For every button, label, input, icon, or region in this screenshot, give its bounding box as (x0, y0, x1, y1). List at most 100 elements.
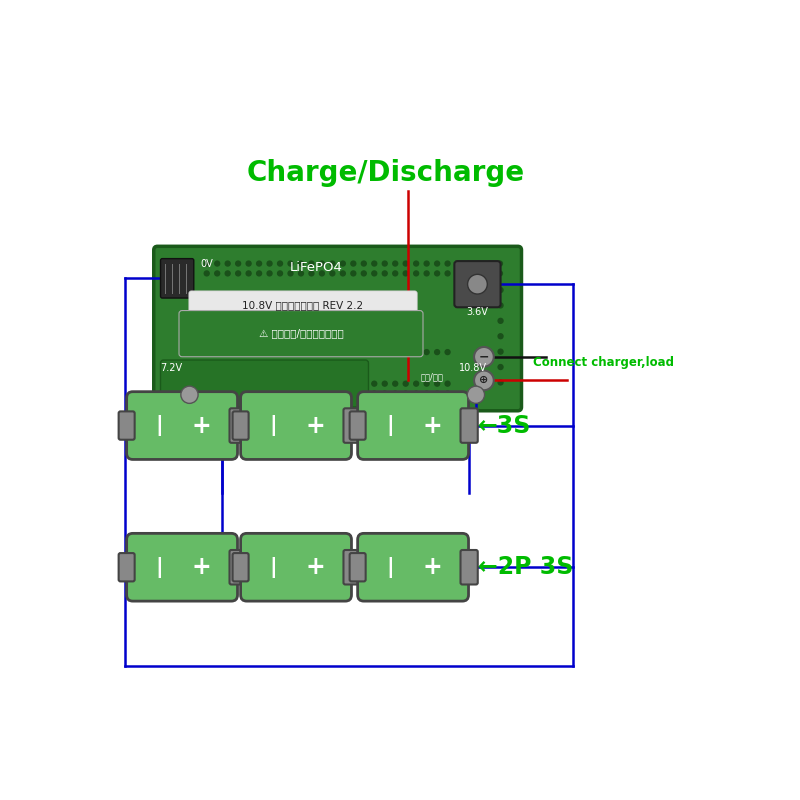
Circle shape (372, 391, 377, 396)
Circle shape (393, 350, 398, 354)
FancyBboxPatch shape (233, 553, 249, 582)
Circle shape (319, 391, 324, 396)
Text: 充电/放电: 充电/放电 (421, 373, 444, 382)
Text: |: | (270, 415, 277, 436)
Circle shape (414, 391, 418, 396)
Circle shape (340, 391, 346, 396)
Text: ⊕: ⊕ (479, 375, 489, 386)
FancyBboxPatch shape (358, 392, 469, 459)
FancyBboxPatch shape (161, 258, 194, 298)
Circle shape (278, 271, 282, 276)
Circle shape (278, 261, 282, 266)
Circle shape (434, 350, 439, 354)
Text: |: | (270, 557, 277, 578)
Circle shape (414, 350, 418, 354)
Circle shape (298, 391, 303, 396)
Circle shape (498, 303, 503, 308)
Circle shape (236, 271, 241, 276)
Text: |: | (386, 415, 394, 436)
Circle shape (474, 370, 494, 390)
Text: |: | (155, 415, 163, 436)
FancyBboxPatch shape (350, 411, 366, 440)
Circle shape (393, 271, 398, 276)
Circle shape (236, 382, 241, 386)
Circle shape (330, 350, 335, 354)
Text: 3.6V: 3.6V (466, 307, 488, 318)
Circle shape (466, 261, 471, 266)
Text: +: + (306, 414, 326, 438)
Text: +: + (423, 555, 442, 579)
Circle shape (309, 382, 314, 386)
Circle shape (319, 350, 324, 354)
Circle shape (414, 271, 418, 276)
Circle shape (498, 365, 503, 370)
Circle shape (278, 350, 282, 354)
Circle shape (214, 391, 220, 396)
Circle shape (340, 271, 346, 276)
Circle shape (351, 382, 356, 386)
Circle shape (298, 261, 303, 266)
FancyBboxPatch shape (179, 310, 423, 357)
Text: −: − (478, 350, 489, 363)
Circle shape (214, 382, 220, 386)
Circle shape (340, 382, 346, 386)
Circle shape (403, 261, 408, 266)
FancyBboxPatch shape (454, 261, 501, 307)
Circle shape (267, 350, 272, 354)
Circle shape (340, 350, 346, 354)
Circle shape (257, 382, 262, 386)
Circle shape (382, 261, 387, 266)
Circle shape (414, 261, 418, 266)
FancyBboxPatch shape (230, 408, 246, 443)
Circle shape (298, 271, 303, 276)
FancyBboxPatch shape (189, 291, 418, 319)
Circle shape (434, 391, 439, 396)
Circle shape (257, 350, 262, 354)
Circle shape (267, 261, 272, 266)
Circle shape (362, 391, 366, 396)
Circle shape (372, 261, 377, 266)
FancyBboxPatch shape (230, 550, 246, 585)
Circle shape (319, 382, 324, 386)
Circle shape (330, 391, 335, 396)
Circle shape (246, 382, 251, 386)
Circle shape (214, 350, 220, 354)
FancyBboxPatch shape (343, 408, 361, 443)
Circle shape (226, 261, 230, 266)
Circle shape (298, 382, 303, 386)
Circle shape (393, 391, 398, 396)
Circle shape (351, 391, 356, 396)
FancyBboxPatch shape (154, 246, 522, 410)
Circle shape (424, 382, 429, 386)
Circle shape (236, 350, 241, 354)
Circle shape (372, 271, 377, 276)
Circle shape (181, 386, 198, 403)
Circle shape (267, 391, 272, 396)
Text: Charge/Discharge: Charge/Discharge (246, 159, 525, 187)
Circle shape (393, 261, 398, 266)
Text: +: + (306, 555, 326, 579)
Circle shape (267, 382, 272, 386)
Circle shape (487, 271, 492, 276)
Circle shape (309, 261, 314, 266)
Text: ⚠ 适用电机/电钒，禁止短路: ⚠ 适用电机/电钒，禁止短路 (258, 329, 343, 338)
Circle shape (498, 334, 503, 338)
Circle shape (226, 271, 230, 276)
Circle shape (424, 350, 429, 354)
FancyBboxPatch shape (126, 534, 238, 601)
Circle shape (257, 271, 262, 276)
Text: Connect charger,load: Connect charger,load (534, 356, 674, 369)
FancyBboxPatch shape (358, 534, 469, 601)
Circle shape (455, 261, 461, 266)
Circle shape (372, 382, 377, 386)
Circle shape (498, 287, 503, 293)
Circle shape (403, 391, 408, 396)
Circle shape (403, 350, 408, 354)
Circle shape (309, 391, 314, 396)
Circle shape (288, 391, 293, 396)
Circle shape (246, 350, 251, 354)
Circle shape (362, 350, 366, 354)
Text: +: + (192, 414, 212, 438)
Text: +: + (192, 555, 212, 579)
Circle shape (330, 271, 335, 276)
